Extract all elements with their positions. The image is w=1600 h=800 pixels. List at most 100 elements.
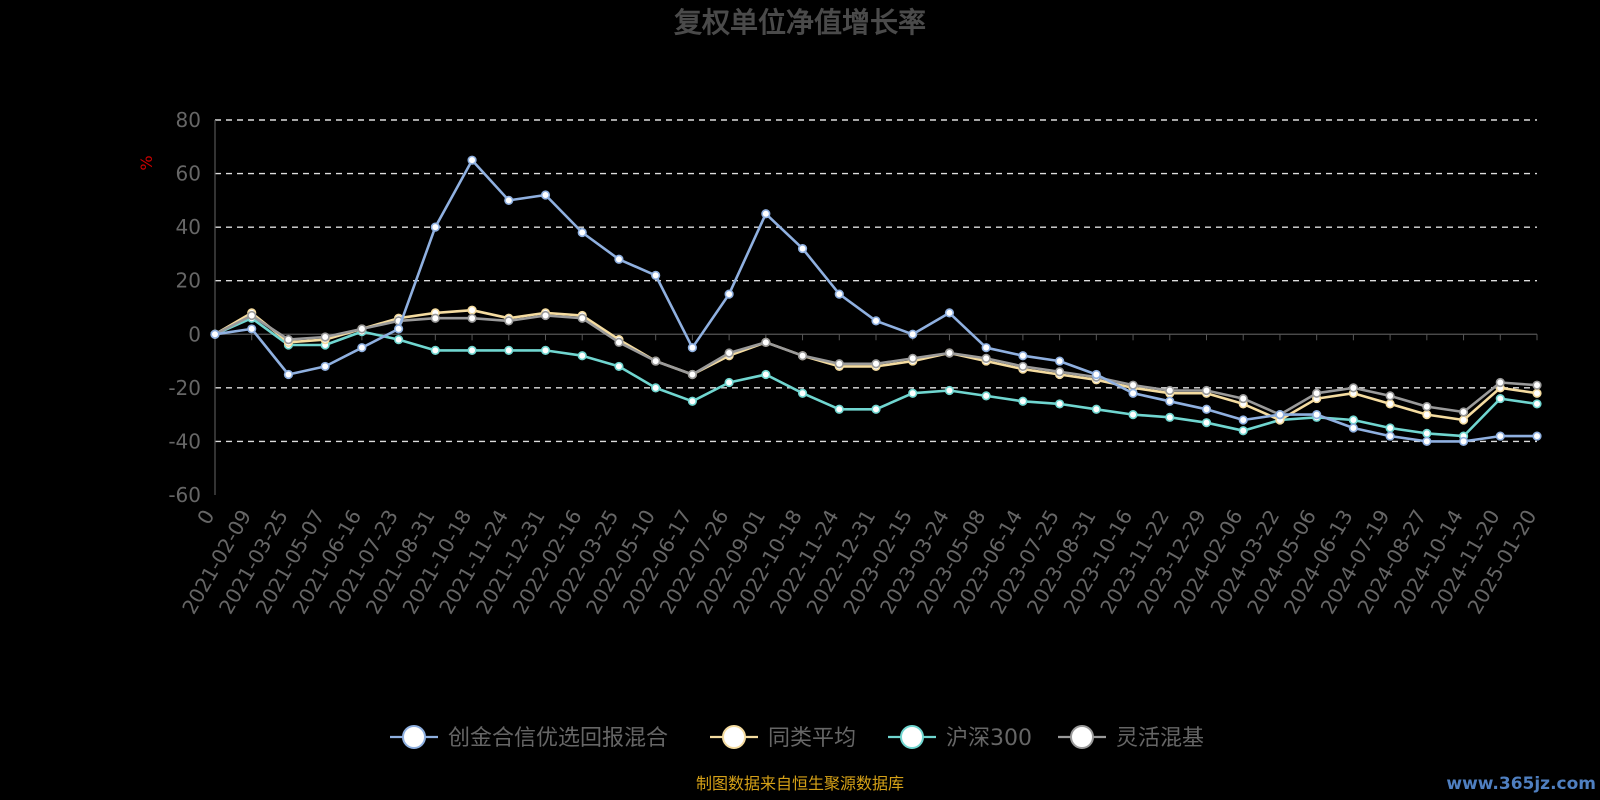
data-point: [1348, 383, 1358, 393]
data-point: [394, 324, 404, 334]
data-point: [1055, 367, 1065, 377]
legend-marker: [1070, 725, 1094, 749]
y-tick-label: 40: [176, 215, 201, 239]
data-point: [1201, 404, 1212, 414]
data-point: [651, 383, 661, 393]
data-point: [1128, 410, 1138, 420]
data-point: [1532, 399, 1542, 409]
legend-item[interactable]: 创金合信优选回报混合: [390, 725, 668, 751]
data-point: [724, 289, 734, 299]
data-point: [467, 313, 477, 323]
data-point: [1385, 423, 1395, 433]
series-3: [210, 310, 1542, 420]
data-point: [1422, 402, 1432, 412]
data-point: [651, 270, 661, 280]
data-point: [394, 335, 404, 345]
data-point: [1238, 415, 1248, 425]
data-point: [504, 316, 514, 326]
data-point: [834, 289, 844, 299]
y-tick-label: 80: [176, 108, 201, 132]
data-point: [871, 404, 881, 414]
source-note: 制图数据来自恒生聚源数据库: [696, 774, 904, 793]
legend-marker: [722, 725, 746, 749]
data-point: [1238, 393, 1248, 404]
data-point: [981, 391, 991, 401]
legend-item[interactable]: 灵活混基: [1058, 725, 1204, 751]
data-point: [1348, 423, 1358, 433]
y-tick-label: -20: [168, 376, 201, 400]
series-2: [210, 313, 1542, 441]
data-point: [1385, 399, 1395, 409]
y-tick-label: 0: [188, 322, 201, 346]
legend-label: 创金合信优选回报混合: [448, 726, 668, 751]
data-point: [357, 324, 367, 334]
data-point: [283, 369, 294, 380]
data-point: [577, 351, 587, 361]
legend-marker: [402, 725, 426, 749]
data-point: [797, 388, 808, 398]
data-point: [1128, 380, 1138, 390]
data-point: [614, 254, 624, 264]
data-point: [687, 396, 697, 406]
data-point: [1201, 418, 1212, 428]
data-point: [1018, 396, 1028, 406]
data-point: [1532, 380, 1542, 390]
data-point: [1275, 410, 1285, 420]
data-point: [283, 335, 294, 345]
data-point: [761, 209, 771, 219]
y-tick-label: -40: [168, 429, 201, 453]
data-point: [1348, 415, 1358, 425]
data-point: [540, 310, 551, 321]
data-point: [871, 316, 881, 326]
legend[interactable]: 创金合信优选回报混合 同类平均 沪深300 灵活混基: [390, 725, 1204, 751]
data-point: [834, 359, 844, 369]
data-point: [320, 332, 330, 342]
data-point: [1312, 410, 1322, 420]
data-point: [1458, 407, 1469, 417]
data-point: [797, 351, 808, 361]
data-point: [614, 337, 624, 347]
data-point: [1165, 385, 1175, 396]
data-point: [1422, 436, 1432, 447]
data-point: [430, 345, 440, 355]
data-point: [908, 353, 918, 363]
gridlines: [215, 119, 1537, 443]
data-point: [1385, 391, 1395, 401]
data-point: [834, 404, 844, 414]
plot-area: [210, 155, 1542, 447]
data-point: [1055, 356, 1065, 366]
data-point: [467, 155, 477, 165]
data-point: [908, 329, 918, 339]
legend-item[interactable]: 沪深300: [888, 725, 1032, 751]
data-point: [724, 348, 734, 358]
data-point: [761, 337, 771, 347]
y-tick-label: 20: [176, 269, 201, 293]
data-point: [871, 359, 881, 369]
data-point: [430, 313, 440, 323]
data-point: [1495, 377, 1505, 388]
data-point: [540, 345, 551, 355]
data-point: [1128, 388, 1138, 398]
legend-item[interactable]: 同类平均: [710, 725, 856, 751]
data-point: [247, 310, 257, 321]
chart-title: 复权单位净值增长率: [674, 6, 926, 39]
data-point: [687, 343, 697, 353]
legend-label: 沪深300: [946, 726, 1032, 751]
data-point: [1018, 361, 1028, 372]
data-point: [981, 353, 991, 363]
data-point: [797, 243, 808, 254]
data-point: [210, 329, 220, 339]
legend-label: 灵活混基: [1116, 726, 1204, 751]
data-point: [944, 348, 955, 358]
series-0: [210, 155, 1542, 447]
data-point: [1532, 431, 1542, 441]
data-point: [577, 313, 587, 323]
data-point: [504, 195, 514, 205]
data-point: [724, 377, 734, 388]
legend-marker: [900, 725, 924, 749]
data-point: [944, 385, 955, 396]
data-point: [1422, 428, 1432, 438]
y-tick-label: 60: [176, 162, 201, 186]
data-point: [1165, 412, 1175, 422]
